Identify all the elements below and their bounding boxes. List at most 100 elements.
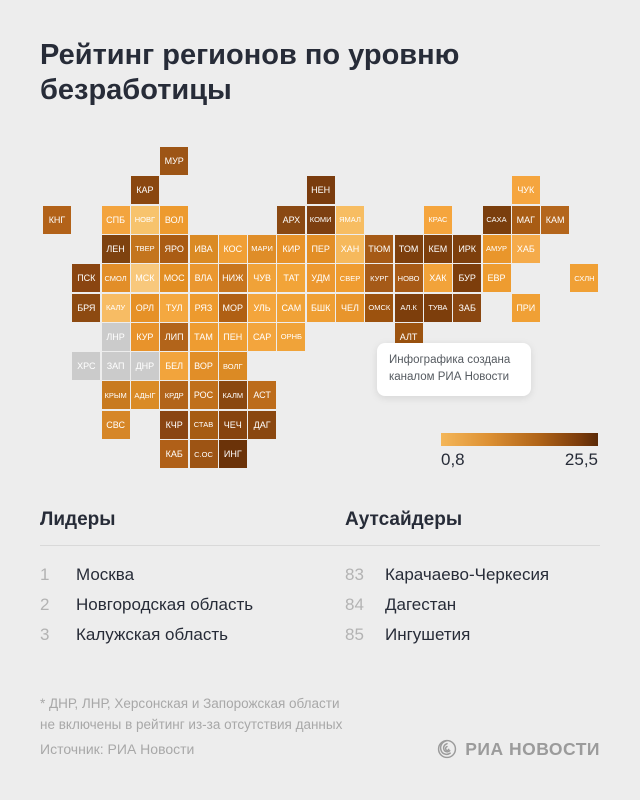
region-tile: ХАБ bbox=[511, 234, 540, 263]
region-tile: САХА bbox=[482, 205, 511, 234]
region-tile: КРАС bbox=[423, 205, 452, 234]
rank-list-item: 85 Ингушетия bbox=[345, 620, 549, 650]
section-divider bbox=[40, 545, 600, 546]
region-tile: НОВГ bbox=[130, 205, 159, 234]
region-tile: С.ОС bbox=[189, 440, 218, 468]
region-tile: ОМСК bbox=[365, 293, 394, 322]
region-tile: ЧУК bbox=[511, 176, 540, 205]
region-tile: ЕВР bbox=[482, 264, 511, 293]
region-tile: КОС bbox=[218, 234, 247, 263]
region-tile: ДАГ bbox=[248, 410, 277, 439]
region-tile: СМОЛ bbox=[101, 264, 130, 293]
region-tile: ЧУВ bbox=[248, 264, 277, 293]
infographic-credit-tooltip: Инфографика создана каналом РИА Новости bbox=[377, 343, 531, 396]
rank-number: 2 bbox=[40, 595, 50, 614]
region-tile: СПБ bbox=[101, 205, 130, 234]
region-tile: ТАТ bbox=[277, 264, 306, 293]
legend-max-label: 25,5 bbox=[564, 450, 598, 469]
region-tile: КЕМ bbox=[423, 234, 452, 263]
region-tile: БШК bbox=[306, 293, 335, 322]
region-tile: ПЕР bbox=[306, 234, 335, 263]
page-title: Рейтинг регионов по уровню безработицы bbox=[40, 39, 460, 107]
region-tile: МАРИ bbox=[248, 234, 277, 263]
source-label: Источник: РИА Новости bbox=[40, 741, 195, 757]
region-tile: ОРНБ bbox=[277, 322, 306, 351]
region-name: Карачаево-Черкесия bbox=[385, 565, 550, 584]
region-tile: БРЯ bbox=[72, 293, 101, 322]
region-tile: СВС bbox=[101, 410, 130, 439]
region-tile: ЧЕЛ bbox=[336, 293, 364, 322]
region-tile: ТОМ bbox=[394, 234, 423, 263]
region-tile: ПСК bbox=[72, 264, 101, 293]
region-tile: КАМ bbox=[541, 205, 570, 234]
region-tile: ИРК bbox=[453, 234, 482, 263]
legend-gradient-bar bbox=[441, 433, 598, 446]
region-tile: КЧР bbox=[160, 410, 189, 439]
region-tile: ТЮМ bbox=[365, 234, 394, 263]
legend-min-label: 0,8 bbox=[441, 450, 465, 469]
region-name: Дагестан bbox=[385, 595, 457, 614]
region-tile: НИЖ bbox=[218, 264, 247, 293]
region-tile: НОВО bbox=[394, 264, 423, 293]
footnote-line-2: не включены в рейтинг из-за отсутствия д… bbox=[40, 716, 343, 732]
region-tile: МУР bbox=[160, 147, 189, 175]
region-tile: ТУЛ bbox=[160, 293, 189, 322]
rank-number: 3 bbox=[40, 625, 50, 644]
rank-list-item: 2 Новгородская область bbox=[40, 590, 345, 620]
region-name: Новгородская область bbox=[76, 595, 254, 614]
region-tile: ЛЕН bbox=[101, 234, 130, 263]
region-tile: БУР bbox=[453, 264, 482, 293]
region-tile: МОС bbox=[160, 264, 189, 293]
rank-number: 85 bbox=[345, 625, 364, 644]
region-tile: ЛНР bbox=[101, 322, 130, 351]
brand-name: РИА НОВОСТИ bbox=[465, 738, 600, 759]
region-tile: КАЛУ bbox=[101, 293, 130, 322]
region-tile: ЛИП bbox=[160, 322, 189, 351]
region-name: Калужская область bbox=[76, 625, 228, 644]
region-tile: ЧЕЧ bbox=[218, 410, 247, 439]
leaders-header: Лидеры bbox=[40, 509, 116, 530]
region-tile: АСТ bbox=[248, 381, 277, 410]
region-tile: ТУВА bbox=[423, 293, 452, 322]
region-tile: САР bbox=[248, 322, 277, 351]
region-tile: ПРИ bbox=[511, 293, 540, 322]
region-tile: ЯМАЛ bbox=[336, 205, 364, 234]
region-tile: ЗАП bbox=[101, 352, 130, 381]
region-tile: КАБ bbox=[160, 440, 189, 468]
region-tile: КОМИ bbox=[306, 205, 335, 234]
footnote-line-1: * ДНР, ЛНР, Херсонская и Запорожская обл… bbox=[40, 696, 340, 711]
rank-number: 1 bbox=[40, 565, 50, 584]
region-tile: ВОР bbox=[189, 352, 218, 381]
region-tile: ХАН bbox=[336, 234, 364, 263]
region-tile: ПЕН bbox=[218, 322, 247, 351]
region-tile: МСК bbox=[130, 264, 159, 293]
color-scale-legend: 0,8 25,5 bbox=[441, 433, 598, 470]
region-tile: ЗАБ bbox=[453, 293, 482, 322]
region-tile: ИВА bbox=[189, 234, 218, 263]
outsiders-list: 83 Карачаево-Черкесия 84 Дагестан 85 Ингушети… bbox=[345, 560, 549, 650]
rank-list-item: 3 Калужская область bbox=[40, 620, 345, 650]
region-tile: КУРГ bbox=[365, 264, 394, 293]
tooltip-text: Инфографика создана каналом РИА Новости bbox=[389, 354, 511, 384]
region-tile: ДНР bbox=[130, 352, 159, 381]
region-tile: КАР bbox=[130, 176, 159, 205]
region-tile: РОС bbox=[189, 381, 218, 410]
region-tile: МАГ bbox=[511, 205, 540, 234]
region-tile: АМУР bbox=[482, 234, 511, 263]
region-tile: БЕЛ bbox=[160, 352, 189, 381]
region-tile: ТВЕР bbox=[130, 234, 159, 263]
rank-number: 84 bbox=[345, 595, 364, 614]
region-tile: НЕН bbox=[306, 176, 335, 205]
region-tile: ВОЛГ bbox=[218, 352, 247, 381]
region-tile: КАЛМ bbox=[218, 381, 247, 410]
outsiders-header: Аутсайдеры bbox=[345, 509, 463, 530]
ria-globe-icon bbox=[438, 739, 457, 759]
region-tile: КНГ bbox=[43, 205, 71, 234]
region-tile: ОРЛ bbox=[130, 293, 159, 322]
region-tile: УЛЬ bbox=[248, 293, 277, 322]
rank-number: 83 bbox=[345, 565, 364, 584]
region-tile: ЯРО bbox=[160, 234, 189, 263]
region-tile: ТАМ bbox=[189, 322, 218, 351]
region-tile: ХАК bbox=[423, 264, 452, 293]
region-tile: АРХ bbox=[277, 205, 306, 234]
